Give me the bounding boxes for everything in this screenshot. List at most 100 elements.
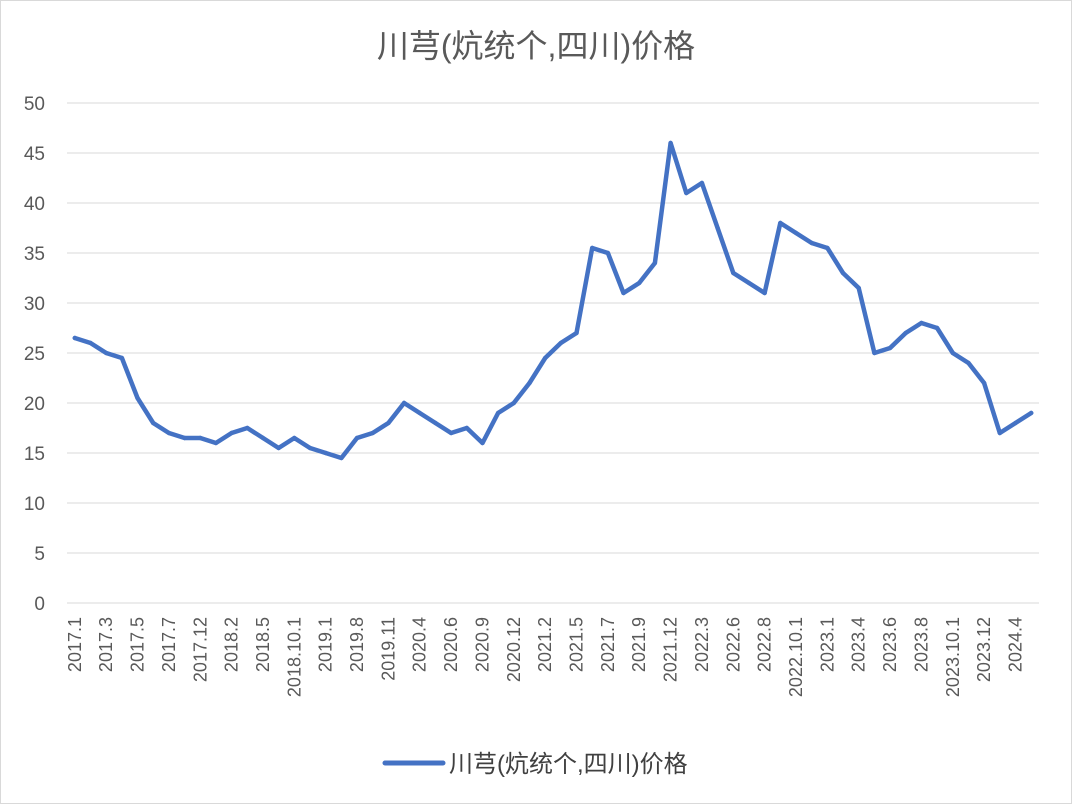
y-tick-label: 0 [34, 594, 45, 615]
x-tick-label: 2023.6 [880, 617, 900, 672]
data-point [966, 360, 971, 366]
data-point [950, 350, 955, 356]
data-point [731, 270, 736, 276]
x-tick-label: 2021.7 [598, 617, 618, 672]
data-point [856, 285, 861, 291]
x-tick-label: 2020.4 [410, 617, 430, 672]
data-point [480, 440, 485, 446]
series-line-0 [72, 140, 1034, 461]
data-point [386, 420, 391, 426]
data-point [778, 220, 783, 226]
data-point [809, 240, 814, 246]
x-tick-label: 2022.10.1 [786, 617, 806, 697]
data-point [166, 430, 172, 436]
data-point [887, 345, 893, 351]
data-point [527, 380, 532, 386]
data-point [370, 430, 375, 436]
x-tick-label: 2022.8 [755, 617, 775, 672]
data-point [903, 330, 908, 336]
data-point [198, 435, 203, 441]
y-tick-label: 30 [24, 294, 45, 315]
x-tick-label: 2017.3 [96, 617, 116, 672]
data-point [103, 350, 109, 356]
y-tick-label: 15 [24, 444, 45, 465]
data-point [652, 260, 658, 266]
x-tick-label: 2021.12 [661, 617, 681, 682]
data-point [276, 445, 281, 451]
data-point [448, 430, 454, 436]
legend: 川芎(炕统个,四川)价格 [382, 751, 688, 778]
x-tick-label: 2021.2 [535, 617, 555, 672]
data-point [495, 410, 501, 416]
x-tick-label: 2023.1 [817, 617, 837, 672]
x-tick-label: 2021.9 [629, 617, 649, 672]
x-tick-label: 2019.1 [316, 617, 336, 672]
data-point [668, 140, 673, 146]
x-tick-label: 2022.6 [723, 617, 743, 672]
x-tick-label: 2017.7 [159, 617, 179, 672]
y-axis-tick-labels: 0 5 10 15 20 25 30 35 40 45 50 [24, 94, 45, 615]
x-tick-label: 2018.10.1 [284, 617, 304, 697]
data-point [72, 335, 78, 341]
data-point [135, 395, 140, 401]
x-tick-label: 2017.1 [65, 617, 85, 672]
data-point [997, 430, 1003, 436]
data-point [182, 435, 187, 441]
x-tick-label: 2023.4 [849, 617, 869, 672]
x-axis-tick-labels: 2017.1 2017.3 2017.5 2017.7 2017.12 2018.2 201… [65, 617, 1026, 697]
x-tick-label: 2017.12 [190, 617, 210, 682]
data-point [699, 180, 705, 186]
x-tick-label: 2020.12 [504, 617, 524, 682]
data-point [307, 445, 313, 451]
data-point [981, 380, 987, 386]
x-tick-label: 2024.4 [1005, 617, 1025, 672]
data-point [793, 230, 799, 236]
x-tick-label: 2022.3 [692, 617, 712, 672]
y-tick-label: 40 [24, 194, 45, 215]
data-point [229, 430, 234, 436]
y-tick-label: 50 [24, 94, 45, 115]
data-point [213, 440, 219, 446]
x-tick-label: 2020.6 [441, 617, 461, 672]
series-layer [72, 140, 1034, 461]
y-tick-label: 20 [24, 394, 45, 415]
x-tick-label: 2017.5 [128, 617, 148, 672]
x-tick-label: 2021.5 [567, 617, 587, 672]
data-point [542, 355, 548, 361]
data-point [934, 325, 940, 331]
y-tick-label: 5 [34, 544, 45, 565]
data-point [511, 400, 517, 406]
y-tick-label: 25 [24, 344, 45, 365]
x-tick-label: 2023.8 [911, 617, 931, 672]
data-point [464, 425, 469, 431]
data-point [88, 340, 93, 346]
x-tick-label: 2018.2 [222, 617, 242, 672]
data-point [260, 435, 266, 441]
data-point [715, 225, 720, 231]
data-point [684, 190, 689, 196]
data-point [354, 435, 360, 441]
data-point [621, 290, 626, 296]
x-tick-label: 2019.11 [378, 617, 398, 681]
data-point [339, 455, 344, 461]
data-point [433, 420, 438, 426]
x-tick-label: 2023.12 [974, 617, 994, 682]
x-tick-label: 2018.5 [253, 617, 273, 672]
data-point [840, 270, 846, 276]
data-point [245, 425, 250, 431]
data-point [323, 450, 328, 456]
y-tick-label: 45 [24, 144, 45, 165]
data-point [825, 245, 830, 251]
data-point [1028, 410, 1034, 416]
data-point [558, 340, 564, 346]
chart-title: 川芎(炕统个,四川)价格 [377, 28, 695, 64]
data-point [919, 320, 924, 326]
data-point [605, 250, 611, 256]
data-point [119, 355, 125, 361]
data-point [151, 420, 156, 426]
data-point [637, 280, 642, 286]
data-point [574, 330, 579, 336]
x-tick-label: 2019.8 [347, 617, 367, 672]
x-tick-label: 2023.10.1 [943, 617, 963, 697]
